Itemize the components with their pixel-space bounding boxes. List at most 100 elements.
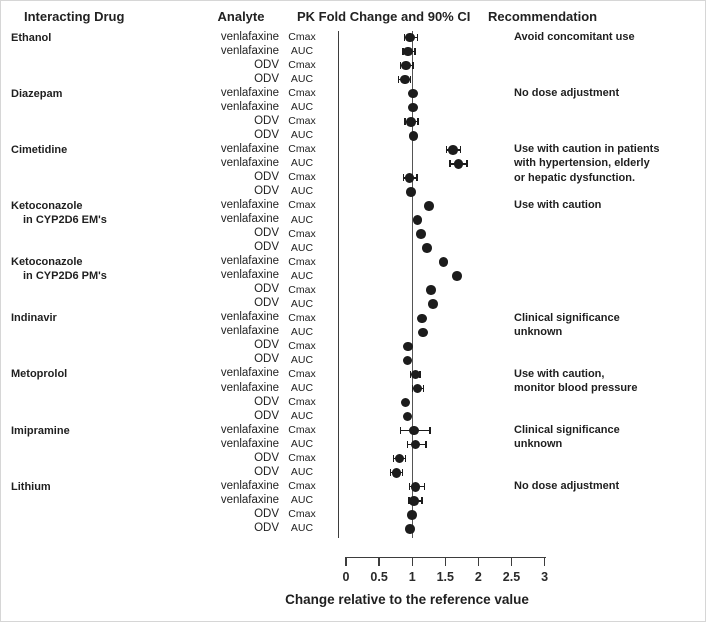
data-point-dot bbox=[405, 32, 415, 43]
confidence-interval-cap-right bbox=[414, 48, 416, 56]
confidence-interval-cap-left bbox=[399, 62, 401, 70]
analyte-label: venlafaxine bbox=[220, 44, 279, 57]
confidence-interval-cap-right bbox=[425, 441, 427, 449]
metric-label: AUC bbox=[290, 185, 314, 198]
drug-label: Cimetidine bbox=[11, 143, 67, 157]
x-axis-tick-label: 1.5 bbox=[436, 570, 454, 584]
confidence-interval-cap-right bbox=[417, 118, 419, 126]
confidence-interval-cap-left bbox=[402, 48, 404, 56]
analyte-label: ODV bbox=[254, 227, 279, 240]
data-point-dot bbox=[403, 46, 414, 57]
analyte-label: venlafaxine bbox=[220, 479, 279, 492]
analyte-label: venlafaxine bbox=[220, 325, 279, 338]
recommendation-line: or hepatic dysfunction. bbox=[514, 171, 636, 184]
confidence-interval-cap-right bbox=[401, 469, 403, 477]
x-axis-tick bbox=[345, 557, 347, 566]
metric-label: AUC bbox=[290, 129, 314, 142]
metric-label: AUC bbox=[290, 382, 314, 394]
metric-label: Cmax bbox=[288, 143, 316, 156]
data-point-dot bbox=[408, 130, 419, 141]
column-header-recommendation: Recommendation bbox=[488, 9, 598, 24]
analyte-label: ODV bbox=[254, 72, 279, 85]
data-point-dot bbox=[406, 187, 416, 197]
x-axis-tick bbox=[444, 557, 446, 566]
analyte-label: venlafaxine bbox=[220, 367, 279, 380]
recommendation-line: Use with caution bbox=[514, 199, 602, 212]
analyte-label: ODV bbox=[254, 297, 279, 310]
data-point-dot bbox=[405, 524, 415, 534]
data-point-dot bbox=[404, 173, 415, 183]
analyte-label: venlafaxine bbox=[220, 311, 279, 324]
recommendation-line: Use with caution in patients bbox=[514, 143, 660, 156]
confidence-interval-cap-left bbox=[389, 469, 392, 477]
metric-label: Cmax bbox=[288, 339, 316, 352]
metric-label: Cmax bbox=[288, 227, 316, 240]
data-point-dot bbox=[408, 102, 418, 113]
recommendation-line: unknown bbox=[514, 438, 563, 451]
recommendation-line: monitor blood pressure bbox=[514, 382, 638, 395]
metric-label: Cmax bbox=[288, 396, 316, 409]
drug-label: Ketoconazole in CYP2D6 EM's bbox=[11, 199, 107, 227]
drug-label-line: Lithium bbox=[11, 480, 51, 493]
data-point-dot bbox=[409, 496, 419, 506]
recommendation-text: No dose adjustment bbox=[514, 479, 619, 493]
confidence-interval-cap-right bbox=[429, 427, 431, 435]
data-point-dot bbox=[410, 481, 421, 492]
metric-label: Cmax bbox=[288, 59, 316, 72]
x-axis-tick bbox=[477, 557, 480, 566]
recommendation-text: Avoid concomitant use bbox=[514, 30, 635, 44]
reference-line-at-1 bbox=[412, 31, 414, 538]
metric-label: AUC bbox=[290, 45, 314, 58]
metric-label: Cmax bbox=[288, 367, 316, 380]
drug-label: Ketoconazole in CYP2D6 PM's bbox=[11, 255, 107, 283]
drug-label-line: Cimetidine bbox=[11, 143, 68, 156]
data-point-dot bbox=[402, 411, 413, 422]
data-point-dot bbox=[425, 285, 436, 295]
metric-label: AUC bbox=[290, 353, 314, 366]
analyte-label: venlafaxine bbox=[220, 493, 279, 506]
data-point-dot bbox=[410, 369, 421, 380]
confidence-interval-cap-left bbox=[411, 385, 413, 392]
metric-label: AUC bbox=[290, 157, 314, 170]
data-point-dot bbox=[391, 467, 402, 478]
analyte-label: venlafaxine bbox=[220, 156, 279, 169]
analyte-label: venlafaxine bbox=[220, 269, 279, 282]
drug-label: Metoprolol bbox=[11, 367, 67, 381]
drug-label: Indinavir bbox=[11, 311, 57, 325]
drug-label: Imipramine bbox=[11, 424, 70, 438]
data-point-dot bbox=[403, 341, 414, 352]
recommendation-text: No dose adjustment bbox=[514, 86, 619, 100]
data-point-dot bbox=[448, 145, 459, 155]
x-axis-title: Change relative to the reference value bbox=[285, 592, 529, 607]
drug-label-line: Ethanol bbox=[11, 31, 52, 44]
confidence-interval-cap-left bbox=[397, 76, 399, 84]
drug-label-line: Metoprolol bbox=[11, 368, 68, 381]
data-point-dot bbox=[416, 229, 426, 239]
data-point-dot bbox=[412, 383, 423, 394]
confidence-interval-cap-left bbox=[402, 174, 405, 182]
analyte-label: ODV bbox=[254, 409, 279, 422]
metric-label: AUC bbox=[290, 101, 314, 114]
metric-label: Cmax bbox=[288, 115, 316, 128]
drug-label: Lithium bbox=[11, 480, 51, 494]
data-point-dot bbox=[402, 355, 413, 366]
metric-label: Cmax bbox=[288, 31, 316, 43]
analyte-label: venlafaxine bbox=[220, 437, 279, 450]
recommendation-line: Clinical significance bbox=[514, 311, 620, 324]
drug-label-line: Imipramine bbox=[11, 424, 70, 437]
confidence-interval-cap-right bbox=[419, 370, 421, 378]
confidence-interval-cap-left bbox=[406, 441, 409, 449]
confidence-interval-cap-right bbox=[466, 160, 468, 168]
metric-label: Cmax bbox=[288, 87, 316, 100]
recommendation-line: Clinical significance bbox=[514, 424, 620, 437]
metric-label: AUC bbox=[290, 410, 314, 423]
x-axis-tick-label: 2 bbox=[474, 570, 482, 584]
x-axis-tick bbox=[510, 557, 513, 566]
confidence-interval-cap-left bbox=[445, 146, 448, 154]
metric-label: AUC bbox=[290, 325, 314, 338]
analyte-label: venlafaxine bbox=[220, 30, 279, 43]
analyte-label: venlafaxine bbox=[220, 86, 279, 99]
analyte-label: ODV bbox=[254, 353, 279, 366]
metric-label: Cmax bbox=[288, 424, 316, 437]
